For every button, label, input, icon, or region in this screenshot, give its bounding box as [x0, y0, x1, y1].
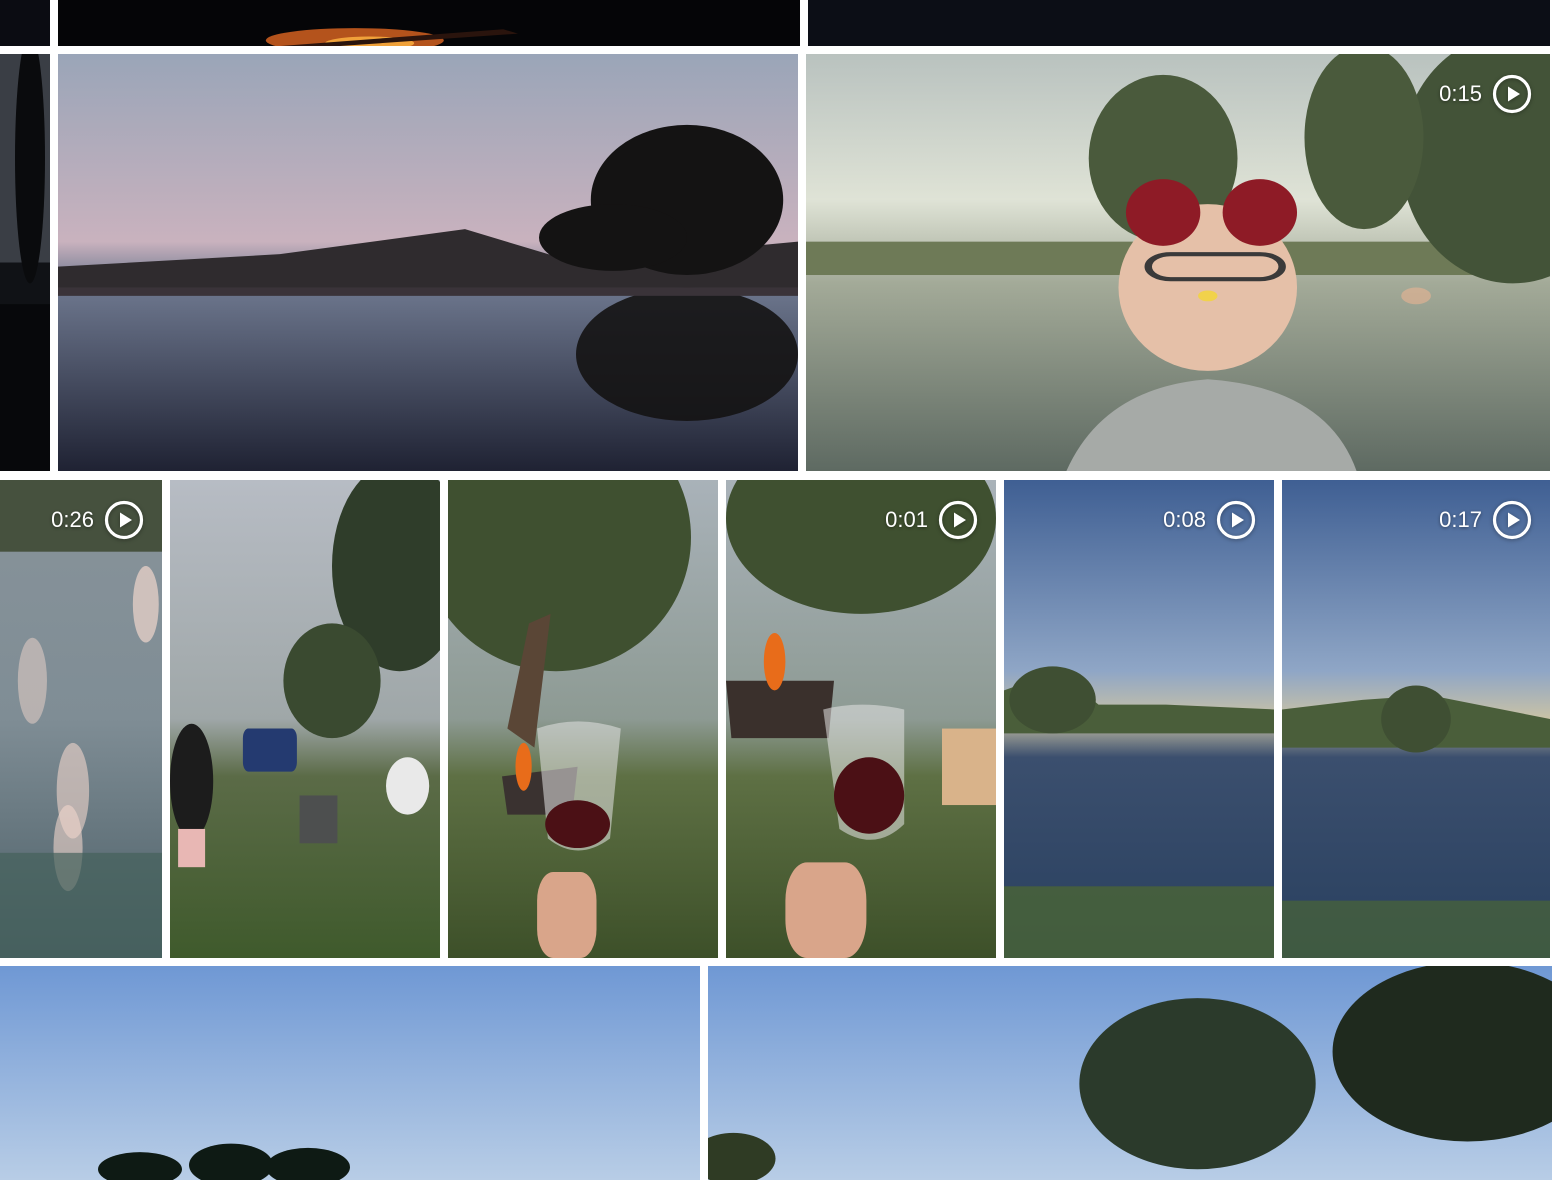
photo-campsite-people[interactable]	[170, 480, 440, 958]
video-duration-badge: 0:26	[51, 498, 144, 542]
photo-wine-glass-willow-image	[448, 480, 718, 958]
video-lake-bokeh-image	[0, 480, 162, 958]
photo-dusk-lake-reflection-image	[58, 54, 798, 471]
video-duration: 0:01	[885, 507, 928, 532]
photo-night-sky[interactable]	[808, 0, 1550, 46]
video-duration-badge: 0:01	[885, 498, 978, 542]
video-duration-badge: 0:08	[1163, 498, 1256, 542]
photo-dark-edge[interactable]	[0, 0, 50, 46]
video-selfie-cat-ears[interactable]: 0:15	[806, 54, 1550, 471]
photo-dusk-lake-reflection[interactable]	[58, 54, 798, 471]
photo-wine-glass-willow[interactable]	[448, 480, 718, 958]
photo-tree-canopy-sky-image	[708, 966, 1552, 1180]
play-circle-icon	[1216, 500, 1256, 540]
video-duration-badge: 0:15	[1439, 72, 1532, 116]
video-duration: 0:15	[1439, 81, 1482, 106]
play-circle-icon	[104, 500, 144, 540]
video-river-evening[interactable]: 0:17	[1282, 480, 1550, 958]
video-lake-bokeh[interactable]: 0:26	[0, 480, 162, 958]
photo-campfire-night-image	[58, 0, 800, 46]
video-river-blue-hour[interactable]: 0:08	[1004, 480, 1274, 958]
video-selfie-cat-ears-image	[806, 54, 1550, 471]
video-river-evening-image	[1282, 480, 1550, 958]
photo-campsite-people-image	[170, 480, 440, 958]
photo-blue-sky-treeline[interactable]	[0, 966, 700, 1180]
photo-blue-sky-treeline-image	[0, 966, 700, 1180]
photo-tree-silhouette-edge-image	[0, 54, 50, 471]
play-circle-icon	[1492, 74, 1532, 114]
play-circle-icon	[1492, 500, 1532, 540]
video-wine-glass-fire[interactable]: 0:01	[726, 480, 996, 958]
photo-campfire-night[interactable]	[58, 0, 800, 46]
video-river-blue-hour-image	[1004, 480, 1274, 958]
play-circle-icon	[938, 500, 978, 540]
video-duration-badge: 0:17	[1439, 498, 1532, 542]
photo-dark-edge-image	[0, 0, 50, 46]
photo-night-sky-image	[808, 0, 1550, 46]
video-duration: 0:08	[1163, 507, 1206, 532]
video-duration: 0:26	[51, 507, 94, 532]
video-wine-glass-fire-image	[726, 480, 996, 958]
photo-tree-silhouette-edge[interactable]	[0, 54, 50, 471]
photo-tree-canopy-sky[interactable]	[708, 966, 1552, 1180]
video-duration: 0:17	[1439, 507, 1482, 532]
